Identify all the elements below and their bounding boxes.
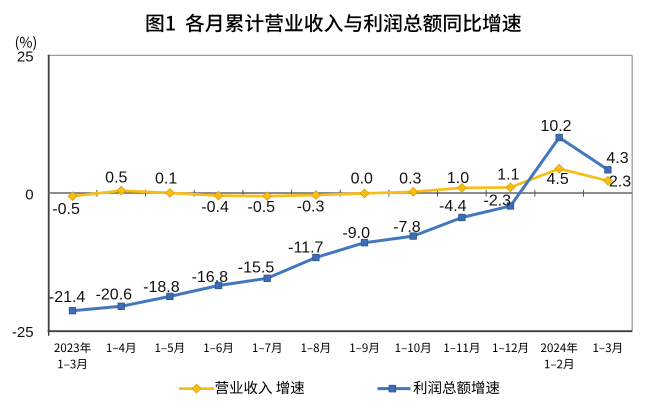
svg-text:-16.8: -16.8 [192, 269, 229, 286]
svg-text:-7.8: -7.8 [393, 219, 421, 236]
svg-text:-20.6: -20.6 [96, 287, 133, 304]
svg-text:10.2: 10.2 [540, 118, 571, 135]
svg-text:-15.5: -15.5 [238, 260, 275, 277]
svg-text:-4.4: -4.4 [439, 198, 467, 215]
svg-text:-0.4: -0.4 [201, 199, 229, 216]
svg-text:4.3: 4.3 [606, 150, 628, 167]
svg-text:0: 0 [25, 186, 33, 203]
svg-text:-0.5: -0.5 [52, 201, 80, 218]
svg-text:-21.4: -21.4 [49, 289, 86, 306]
svg-text:0.3: 0.3 [399, 171, 421, 188]
svg-text:4.5: 4.5 [546, 171, 568, 188]
svg-text:25: 25 [17, 48, 34, 65]
svg-text:0.1: 0.1 [155, 171, 177, 188]
svg-text:0.0: 0.0 [351, 171, 373, 188]
svg-text:-18.8: -18.8 [143, 279, 180, 296]
svg-text:-25: -25 [12, 324, 34, 341]
svg-text:-11.7: -11.7 [288, 240, 323, 257]
svg-text:1.1: 1.1 [497, 167, 519, 184]
svg-text:1.0: 1.0 [447, 170, 469, 187]
svg-text:2.3: 2.3 [609, 174, 631, 191]
svg-text:-0.3: -0.3 [297, 199, 325, 216]
svg-text:-9.0: -9.0 [342, 225, 370, 242]
svg-text:-0.5: -0.5 [248, 199, 276, 216]
svg-text:-2.3: -2.3 [484, 193, 512, 210]
svg-text:0.5: 0.5 [105, 170, 127, 187]
